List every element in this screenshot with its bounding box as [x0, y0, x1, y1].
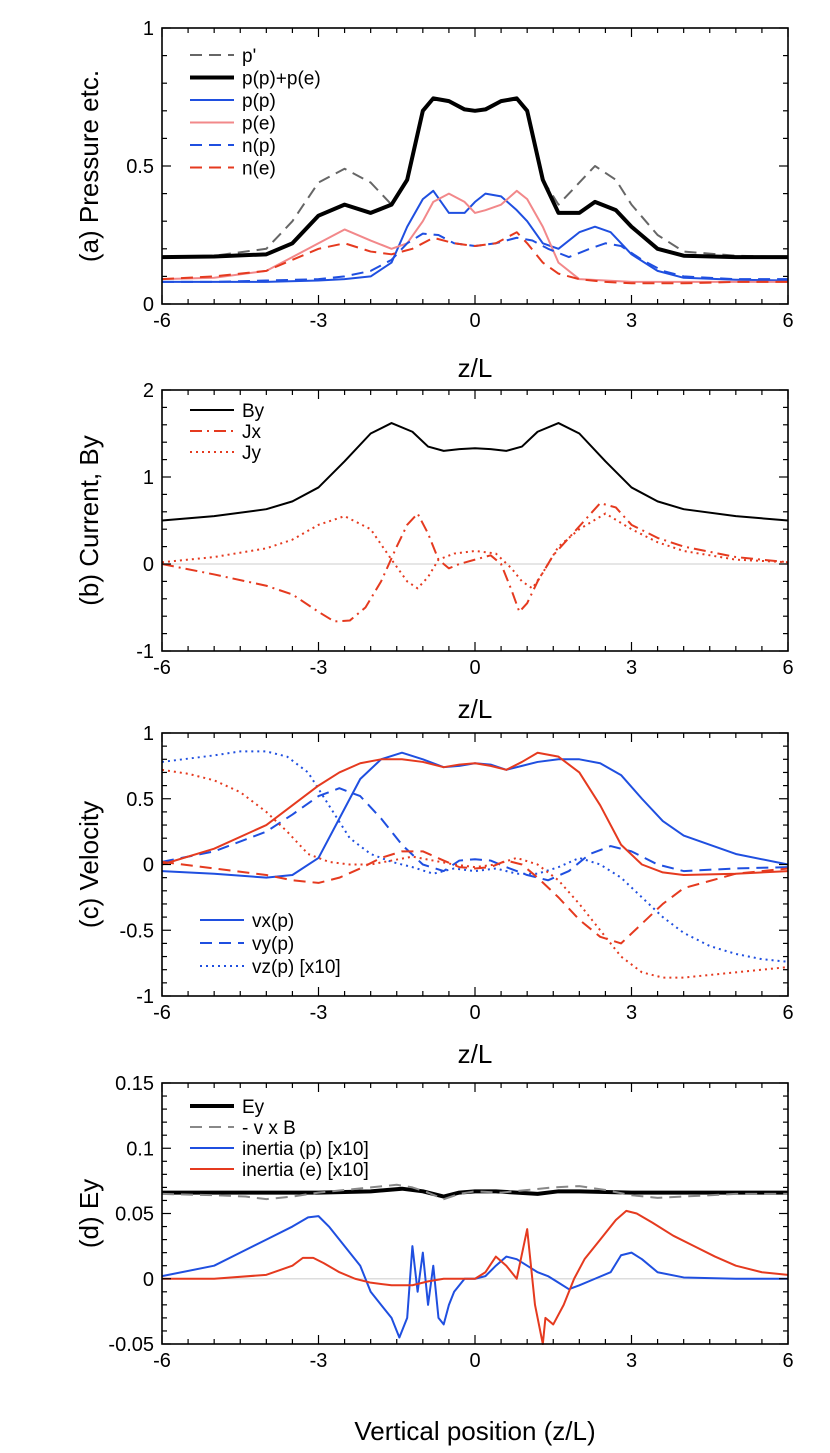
panel-c-y-axis-label: (c) Velocity	[74, 801, 104, 928]
panel-d-legend-label: inertia (p) [x10]	[242, 1139, 369, 1160]
panel-d-x-tick-label: -3	[310, 1350, 328, 1372]
panel-c-y-tick-label: 0	[143, 855, 154, 877]
panel-d-legend-label: - v x B	[242, 1118, 296, 1139]
panel-d-series-inertia-e-x10	[162, 1209, 789, 1345]
panel-d-legend-label: Ey	[242, 1097, 265, 1118]
panel-c-x-tick-label: 3	[626, 1002, 637, 1024]
panel-b-series-jx	[161, 502, 789, 623]
panel-b-series-jy	[161, 512, 789, 590]
panel-a-legend-label: p(p)+p(e)	[242, 69, 321, 90]
panel-d-x-tick-label: 0	[469, 1350, 480, 1372]
panel-d-legend-label: inertia (e) [x10]	[242, 1160, 369, 1181]
panel-a-legend-label: p(e)	[242, 114, 276, 135]
panel-d-x-axis-label: Vertical position (z/L)	[354, 1416, 595, 1446]
panel-d-y-axis-label: (d) Ey	[74, 1179, 104, 1248]
panel-d-x-tick-label: 6	[782, 1350, 793, 1372]
panel-c-x-axis-label: z/L	[458, 1039, 493, 1069]
panel-c-x-tick-label: 6	[782, 1002, 793, 1024]
panel-a-x-tick-label: 0	[469, 310, 480, 332]
panel-d-series-v-x-b	[161, 1183, 788, 1201]
panel-c-y-tick-label: 0.5	[126, 789, 154, 811]
panel-d-y-tick-label: 0	[143, 1269, 154, 1291]
panel-b-series-group	[161, 422, 789, 623]
panel-a-x-tick-label: -6	[153, 310, 171, 332]
panel-c-y-tick-label: 1	[143, 723, 154, 745]
panel-a-legend-label: p'	[242, 46, 256, 67]
panel-a-series-p-e	[161, 189, 788, 283]
panel-c-series-vz-p-x10	[161, 750, 789, 963]
panel-a-series-n-e	[161, 231, 788, 285]
panel-b-x-tick-label: -3	[310, 657, 328, 679]
panel-a-series-p-p	[162, 189, 789, 283]
panel-a-legend: p'p(p)+p(e)p(p)p(e)n(p)n(e)	[190, 46, 321, 180]
panel-c-legend-label: vx(p)	[252, 911, 294, 932]
panel-c-x-tick-label: -3	[310, 1002, 328, 1024]
panel-b-x-tick-label: 6	[782, 657, 793, 679]
panel-b-y-tick-label: 2	[143, 380, 154, 402]
panel-b-series-by	[161, 422, 789, 522]
panel-c-series-vy-e	[161, 850, 789, 945]
panel-c-y-tick-label: -0.5	[120, 920, 154, 942]
panel-c-legend-label: vy(p)	[252, 934, 294, 955]
panel-d-y-tick-label: 0.1	[126, 1138, 154, 1160]
panel-a-series-group	[161, 96, 789, 285]
panel-b-y-tick-label: -1	[136, 641, 154, 663]
panel-a-x-axis-label: z/L	[458, 353, 493, 383]
panel-a-y-tick-label: 0.5	[126, 156, 154, 178]
panel-c-series-vy-p	[161, 787, 789, 882]
panel-a-y-axis-label: (a) Pressure etc.	[74, 70, 104, 262]
panel-d-y-tick-label: -0.05	[108, 1334, 154, 1356]
panel-c-legend: vx(p)vy(p)vz(p) [x10]	[200, 911, 341, 978]
panel-a-x-tick-label: 6	[782, 310, 793, 332]
panel-a-y-tick-label: 0	[143, 294, 154, 316]
panel-a-legend-label: p(p)	[242, 91, 276, 112]
panel-b-x-tick-label: -6	[153, 657, 171, 679]
panel-a-y-tick-label: 1	[143, 18, 154, 40]
panel-b-y-tick-label: 0	[143, 554, 154, 576]
panel-c-x-tick-label: 0	[469, 1002, 480, 1024]
panel-c-y-tick-label: -1	[136, 986, 154, 1008]
panel-a-legend-label: n(p)	[242, 136, 276, 157]
panel-b-x-tick-label: 3	[626, 657, 637, 679]
panel-c-series-group	[161, 750, 789, 979]
panel-d-series-group	[161, 1183, 789, 1345]
panel-b-y-tick-label: 1	[143, 467, 154, 489]
panel-a-x-tick-label: 3	[626, 310, 637, 332]
panel-c-x-tick-label: -6	[153, 1002, 171, 1024]
panel-b-legend-label: By	[242, 401, 265, 422]
panel-a: -6 -3 0 3 6 0 0.5 1 z/L (a) Pressure etc. p'p(p)+p…	[74, 18, 794, 383]
panel-d-series-inertia-p-x10	[161, 1215, 788, 1339]
panel-a-series-p-p-p-e	[161, 96, 788, 260]
panel-b-x-tick-label: 0	[469, 657, 480, 679]
panel-d-y-tick-label: 0.05	[115, 1204, 154, 1226]
panel-d: -6 -3 0 3 6 -0.05 0 0.05 0.1 0.15 Vertical positio…	[74, 1073, 794, 1446]
panel-d-series-ey	[162, 1186, 788, 1199]
panel-d-x-tick-label: -6	[153, 1350, 171, 1372]
panel-c: -6 -3 0 3 6 -1 -0.5 0 0.5 1 z/L (c) Velocity vx(p)vy…	[74, 723, 794, 1069]
panel-b-x-axis-label: z/L	[458, 694, 493, 724]
panel-a-legend-label: n(e)	[242, 159, 276, 180]
panel-b-legend-label: Jx	[242, 422, 262, 443]
panel-d-x-tick-label: 3	[626, 1350, 637, 1372]
panel-b-y-axis-label: (b) Current, By	[74, 435, 104, 606]
panel-b-legend-label: Jy	[242, 443, 262, 464]
panel-c-legend-label: vz(p) [x10]	[252, 957, 341, 978]
panel-a-x-tick-label: -3	[310, 310, 328, 332]
panel-c-series-vx-e	[161, 751, 789, 877]
panel-d-y-tick-label: 0.15	[115, 1073, 154, 1095]
